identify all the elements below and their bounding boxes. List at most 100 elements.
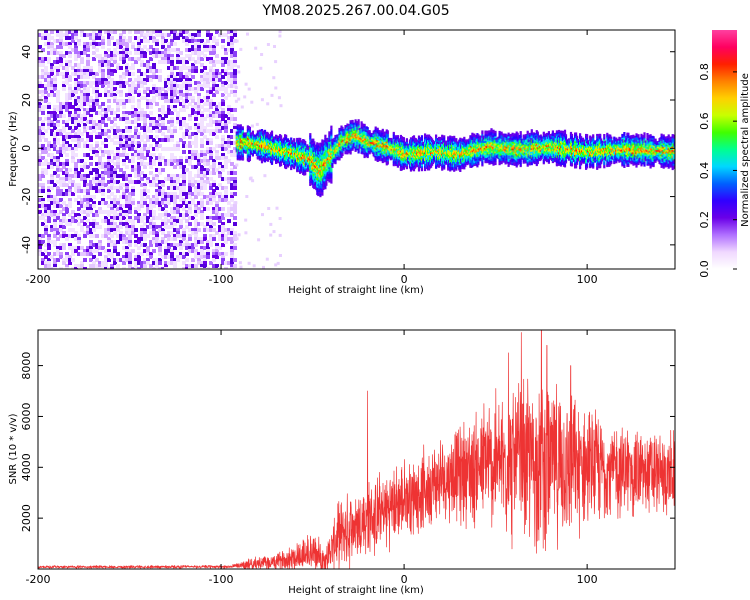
heatmap-cell [239, 156, 242, 159]
heatmap-cell [38, 144, 42, 148]
heatmap-cell [179, 246, 183, 250]
heatmap-cell [200, 51, 204, 55]
heatmap-cell [101, 162, 105, 166]
heatmap-cell [218, 195, 222, 199]
heatmap-cell [294, 164, 297, 167]
heatmap-cell [164, 111, 168, 115]
heatmap-cell [86, 111, 90, 115]
heatmap-cell [197, 162, 201, 166]
heatmap-cell [71, 267, 75, 269]
heatmap-cell [152, 222, 156, 226]
heatmap-cell [209, 177, 213, 181]
heatmap-cell [95, 153, 99, 157]
heatmap-cell [56, 198, 60, 202]
heatmap-cell [62, 75, 66, 79]
heatmap-cell [59, 180, 63, 184]
heatmap-cell [236, 124, 239, 127]
heatmap-cell [143, 183, 147, 187]
heatmap-cell [179, 192, 183, 196]
heatmap-cell [182, 63, 186, 67]
heatmap-cell [116, 45, 120, 49]
heatmap-cell [152, 117, 156, 121]
heatmap-cell [224, 114, 228, 118]
heatmap-cell [322, 186, 325, 189]
heatmap-cell [113, 69, 117, 73]
heatmap-cell [224, 90, 228, 94]
heatmap-cell [101, 60, 105, 64]
heatmap-cell [116, 225, 120, 229]
heatmap-cell [218, 111, 222, 115]
heatmap-cell [140, 231, 144, 235]
heatmap-cell [56, 45, 60, 49]
heatmap-cell [224, 51, 228, 55]
heatmap-cell [41, 162, 45, 166]
heatmap-cell [110, 183, 114, 187]
heatmap-cell [240, 105, 244, 109]
heatmap-cell [237, 65, 240, 69]
heatmap-cell [77, 75, 81, 79]
heatmap-cell [155, 168, 159, 172]
heatmap-cell [164, 99, 168, 103]
heatmap-cell [155, 234, 159, 238]
heatmap-cell [119, 51, 123, 55]
heatmap-cell [200, 222, 204, 226]
heatmap-cell [113, 216, 117, 220]
heatmap-cell [74, 48, 78, 52]
heatmap-cell [251, 152, 254, 155]
heatmap-cell [236, 126, 239, 129]
heatmap-cell [122, 255, 126, 259]
heatmap-cell [179, 255, 183, 259]
heatmap-cell [125, 165, 129, 169]
heatmap-cell [234, 201, 238, 205]
heatmap-cell [146, 258, 150, 262]
heatmap-cell [101, 261, 105, 265]
heatmap-cell [330, 169, 333, 172]
heatmap-cell [53, 141, 57, 145]
heatmap-cell [274, 86, 278, 90]
heatmap-cell [243, 147, 246, 150]
heatmap-cell [173, 81, 177, 85]
heatmap-cell [89, 222, 93, 226]
heatmap-cell [89, 156, 93, 160]
heatmap-cell [200, 201, 204, 205]
heatmap-cell [77, 159, 81, 163]
heatmap-cell [104, 261, 108, 265]
heatmap-cell [344, 125, 347, 128]
heatmap-cell [89, 171, 93, 175]
heatmap-cell [248, 155, 251, 158]
heatmap-cell [161, 108, 165, 112]
heatmap-cell [83, 141, 87, 145]
heatmap-cell [203, 159, 207, 163]
heatmap-cell [158, 69, 162, 73]
heatmap-cell [95, 78, 99, 82]
heatmap-cell [38, 132, 42, 136]
heatmap-cell [71, 138, 75, 142]
heatmap-cell [176, 111, 180, 115]
heatmap-cell [44, 147, 48, 151]
heatmap-cell [143, 162, 147, 166]
heatmap-cell [304, 146, 307, 149]
heatmap-cell [131, 114, 135, 118]
heatmap-cell [309, 182, 312, 185]
heatmap-cell [206, 102, 210, 106]
heatmap-cell [107, 237, 111, 241]
heatmap-cell [269, 222, 273, 226]
heatmap-cell [233, 81, 237, 85]
heatmap-cell [230, 63, 234, 67]
heatmap-cell [270, 157, 274, 160]
heatmap-cell [98, 63, 102, 67]
heatmap-cell [95, 225, 99, 229]
heatmap-cell [230, 183, 234, 187]
heatmap-cell [215, 114, 219, 118]
heatmap-cell [218, 129, 222, 133]
heatmap-cell [161, 45, 165, 49]
heatmap-cell [194, 81, 198, 85]
heatmap-cell [92, 123, 96, 127]
heatmap-cell [137, 201, 141, 205]
heatmap-cell [56, 33, 60, 37]
heatmap-cell [116, 150, 120, 154]
heatmap-cell [134, 264, 138, 268]
heatmap-cell [107, 258, 111, 262]
heatmap-cell [110, 90, 114, 94]
heatmap-cell [194, 165, 198, 169]
